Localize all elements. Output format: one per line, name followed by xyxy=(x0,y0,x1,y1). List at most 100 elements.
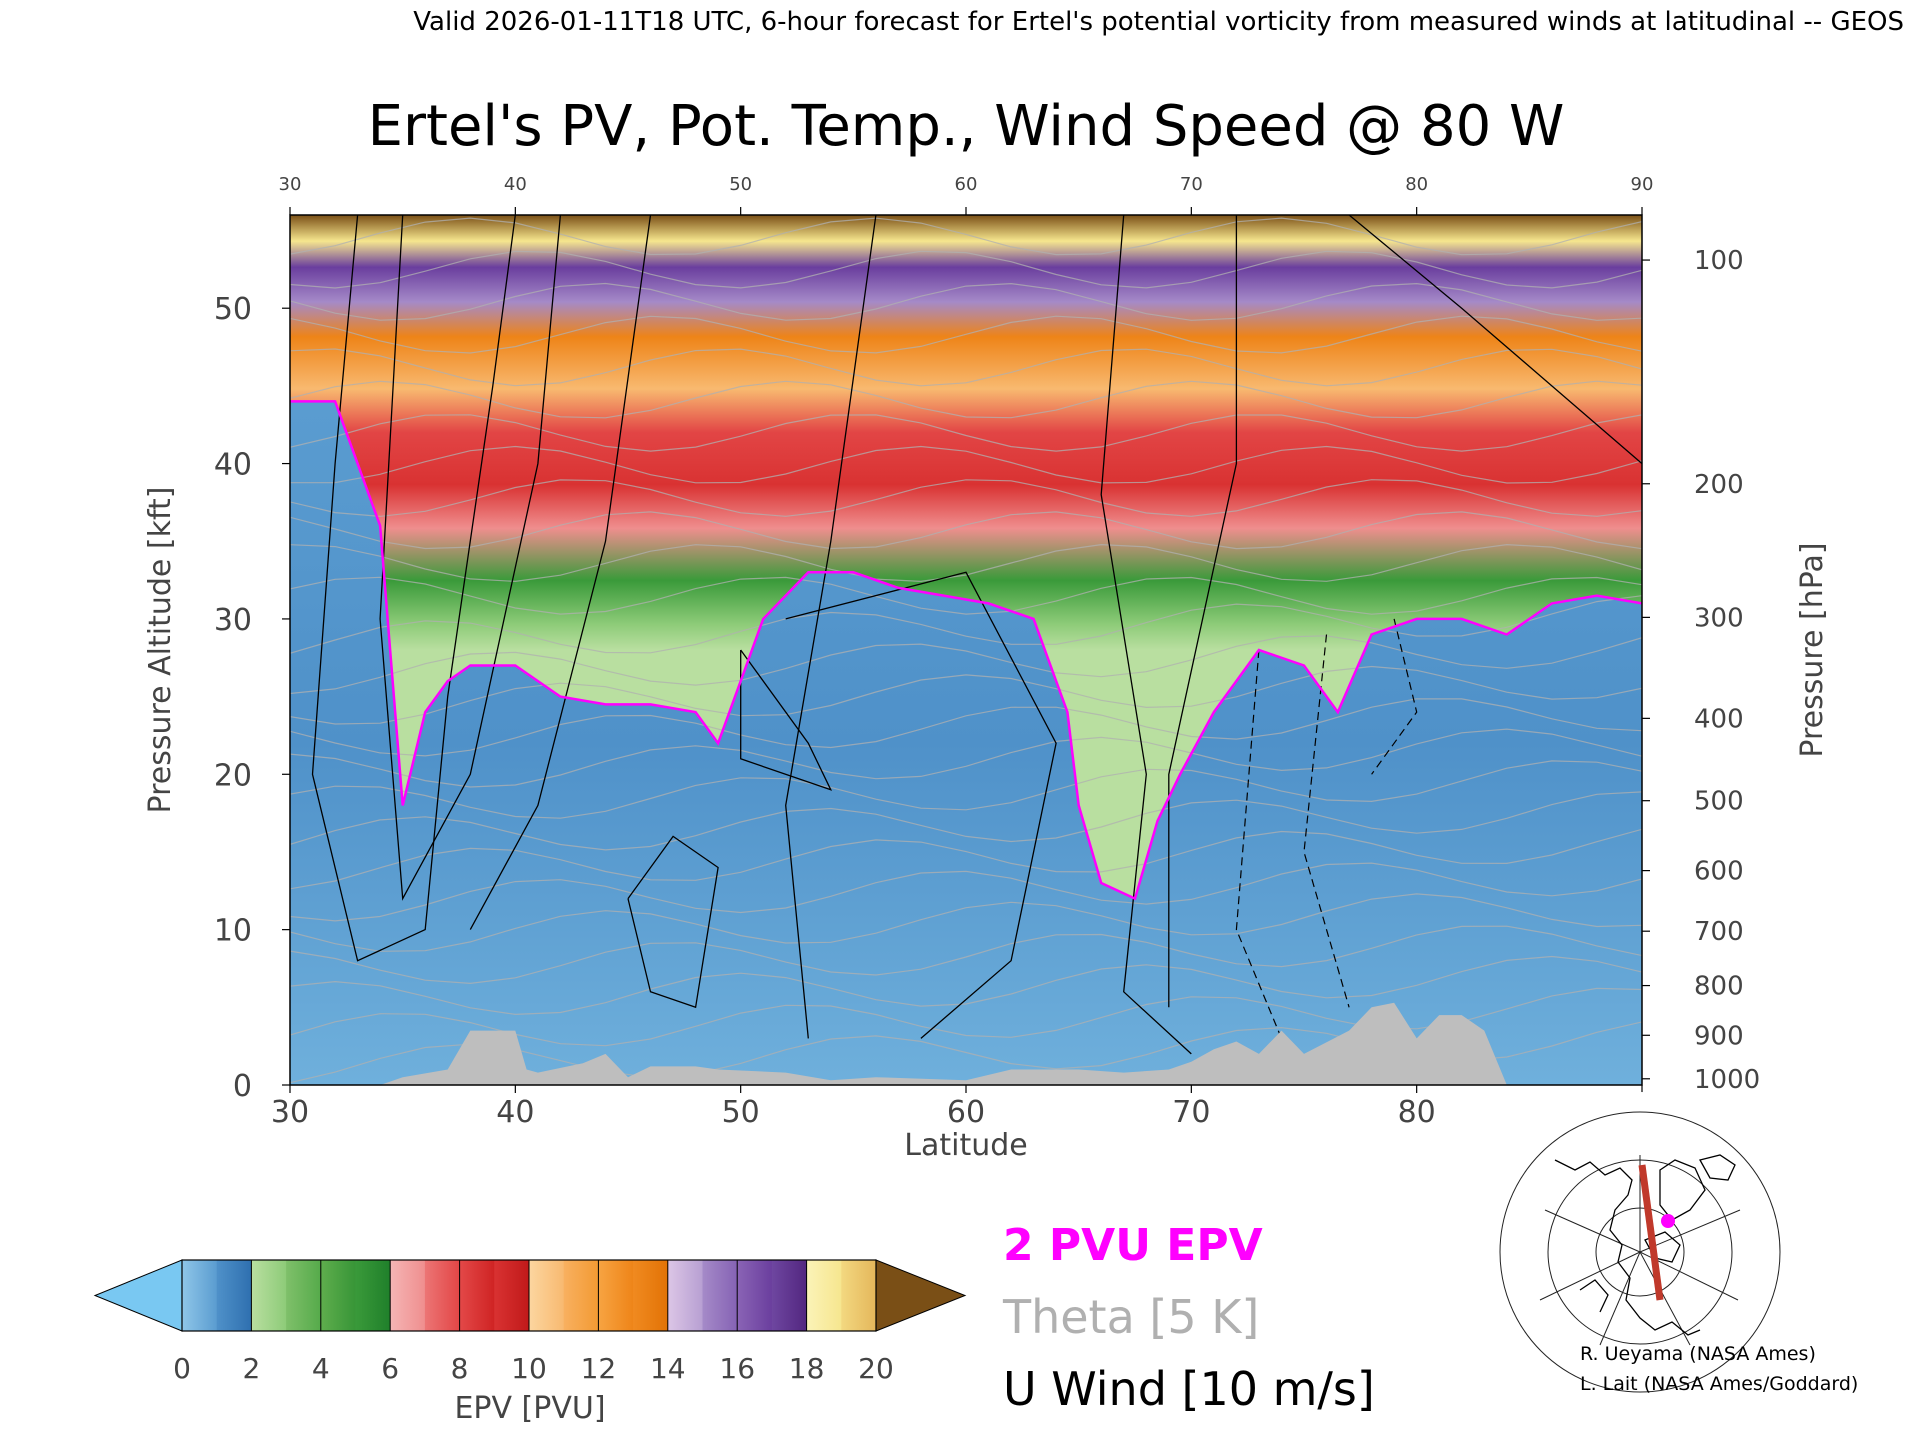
colorbar-band xyxy=(182,1260,218,1331)
x-tick-label-top: 70 xyxy=(1180,174,1203,195)
theta-contour xyxy=(290,925,1642,985)
colorbar-band xyxy=(702,1260,738,1331)
x-tick-label-top: 90 xyxy=(1631,174,1654,195)
theta-contour xyxy=(290,543,1642,583)
transect-line xyxy=(1638,1164,1664,1301)
colorbar-tick-label: 4 xyxy=(312,1352,330,1385)
y-tick-label-right: 400 xyxy=(1694,704,1744,734)
x-tick-label-bottom: 80 xyxy=(1398,1095,1436,1130)
y-tick-label-right: 200 xyxy=(1694,470,1744,500)
u-wind-contour xyxy=(785,215,877,1039)
theta-contour xyxy=(290,955,1642,1016)
colorbar-tick-label: 6 xyxy=(381,1352,399,1385)
theta-contour xyxy=(290,635,1642,695)
colorbar-band xyxy=(320,1260,356,1331)
u-wind-contours xyxy=(311,215,1642,1055)
u-wind-contour xyxy=(627,835,719,1009)
legend-tropopause-entry: 2 PVU EPV xyxy=(1003,1220,1263,1271)
x-tick-label-bottom: 30 xyxy=(271,1095,309,1130)
valid-time-header: Valid 2026-01-11T18 UTC, 6-hour forecast… xyxy=(413,7,1904,37)
legend-theta-entry: Theta [5 K] xyxy=(1002,1290,1259,1344)
colorbar-band xyxy=(563,1260,599,1331)
theta-contour xyxy=(290,511,1642,550)
colorbar-tick-label: 8 xyxy=(451,1352,469,1385)
colorbar-band xyxy=(633,1260,669,1331)
theta-contour xyxy=(290,760,1642,819)
colorbar-label: EPV [PVU] xyxy=(454,1391,605,1426)
y-tick-label-left: 40 xyxy=(214,448,252,483)
y-tick-label-left: 20 xyxy=(214,758,252,793)
y-tick-label-right: 800 xyxy=(1694,972,1744,1002)
coastlines xyxy=(1554,1154,1736,1336)
y-tick-label-left: 30 xyxy=(214,603,252,638)
y-tick-label-right: 500 xyxy=(1694,787,1744,817)
x-tick-label-top: 60 xyxy=(955,174,978,195)
x-tick-label-bottom: 50 xyxy=(722,1095,760,1130)
y-axis-label-left: Pressure Altitude [kft] xyxy=(143,487,178,814)
u-wind-contour xyxy=(1100,215,1192,1055)
credit-line-1: R. Ueyama (NASA Ames) xyxy=(1580,1343,1816,1365)
colorbar-tick-label: 0 xyxy=(173,1352,191,1385)
colorbar-band xyxy=(390,1260,426,1331)
x-tick-label-top: 50 xyxy=(729,174,752,195)
colorbar-tick-label: 10 xyxy=(511,1352,547,1385)
theta-contour xyxy=(290,445,1642,484)
tropopause-2pvu-contour xyxy=(290,400,1642,901)
theta-contour xyxy=(290,665,1642,725)
y-tick-label-right: 1000 xyxy=(1694,1065,1760,1095)
credit-line-2: L. Lait (NASA Ames/Goddard) xyxy=(1580,1373,1858,1395)
troposphere-field xyxy=(290,401,1642,1085)
colorbar-band xyxy=(737,1260,773,1331)
colorbar-tick-label: 2 xyxy=(242,1352,260,1385)
y-tick-label-right: 100 xyxy=(1694,246,1744,276)
u-wind-contour-negative xyxy=(1235,649,1283,1039)
y-axis-label-right: Pressure [hPa] xyxy=(1795,542,1830,757)
colorbar-band xyxy=(355,1260,391,1331)
colorbar-tick-label: 20 xyxy=(858,1352,894,1385)
x-axis-label: Latitude xyxy=(904,1128,1027,1163)
colorbar-tick-label: 18 xyxy=(789,1352,825,1385)
colorbar-band xyxy=(806,1260,842,1331)
colorbar-band xyxy=(771,1260,808,1331)
legend-wind-entry: U Wind [10 m/s] xyxy=(1003,1362,1375,1416)
colorbar-tick-label: 16 xyxy=(719,1352,755,1385)
colorbar-over-arrow xyxy=(875,1259,967,1332)
y-tick-label-right: 700 xyxy=(1694,917,1744,947)
x-tick-label-bottom: 40 xyxy=(496,1095,534,1130)
u-wind-contour-negative xyxy=(1371,618,1418,775)
theta-contour xyxy=(290,728,1642,788)
y-axis-right: 100 200 300 400 500 600 700 800 900 1000 xyxy=(1642,246,1760,1095)
colorbar-tick-label: 14 xyxy=(650,1352,686,1385)
y-tick-label-right: 300 xyxy=(1694,603,1744,633)
y-tick-label-right: 900 xyxy=(1694,1021,1744,1051)
theta-contour xyxy=(290,862,1642,922)
y-tick-label-right: 600 xyxy=(1694,857,1744,887)
colorbar-band xyxy=(494,1260,530,1331)
colorbar-band xyxy=(216,1260,252,1331)
x-axis-top: 30 40 50 60 70 80 90 xyxy=(279,174,1654,215)
theta-contour xyxy=(290,479,1642,518)
u-wind-contour xyxy=(1348,215,1642,465)
theta-contour xyxy=(290,250,1642,289)
theta-contour xyxy=(290,348,1642,387)
colorbar: 0 2 4 6 8 10 12 14 16 18 20 xyxy=(93,1259,967,1385)
theta-contour xyxy=(290,791,1642,851)
y-tick-label-left: 10 xyxy=(214,914,252,949)
theta-contour xyxy=(290,217,1642,256)
theta-contour xyxy=(290,315,1642,354)
locator-map xyxy=(1480,1092,1800,1412)
y-axis-left: 0 10 20 30 40 50 xyxy=(214,292,290,1104)
u-wind-contour-negative xyxy=(1303,634,1350,1008)
y-tick-label-left: 0 xyxy=(233,1069,252,1104)
theta-contour xyxy=(290,414,1642,452)
colorbar-band xyxy=(459,1260,495,1331)
u-wind-contour xyxy=(311,215,516,962)
theta-contour xyxy=(290,380,1642,419)
colorbar-band xyxy=(424,1260,461,1331)
x-tick-label-bottom: 60 xyxy=(947,1095,985,1130)
u-wind-contour xyxy=(469,215,652,930)
theta-contour xyxy=(290,698,1642,757)
u-wind-contour xyxy=(379,215,562,901)
colorbar-under-arrow xyxy=(93,1259,183,1332)
